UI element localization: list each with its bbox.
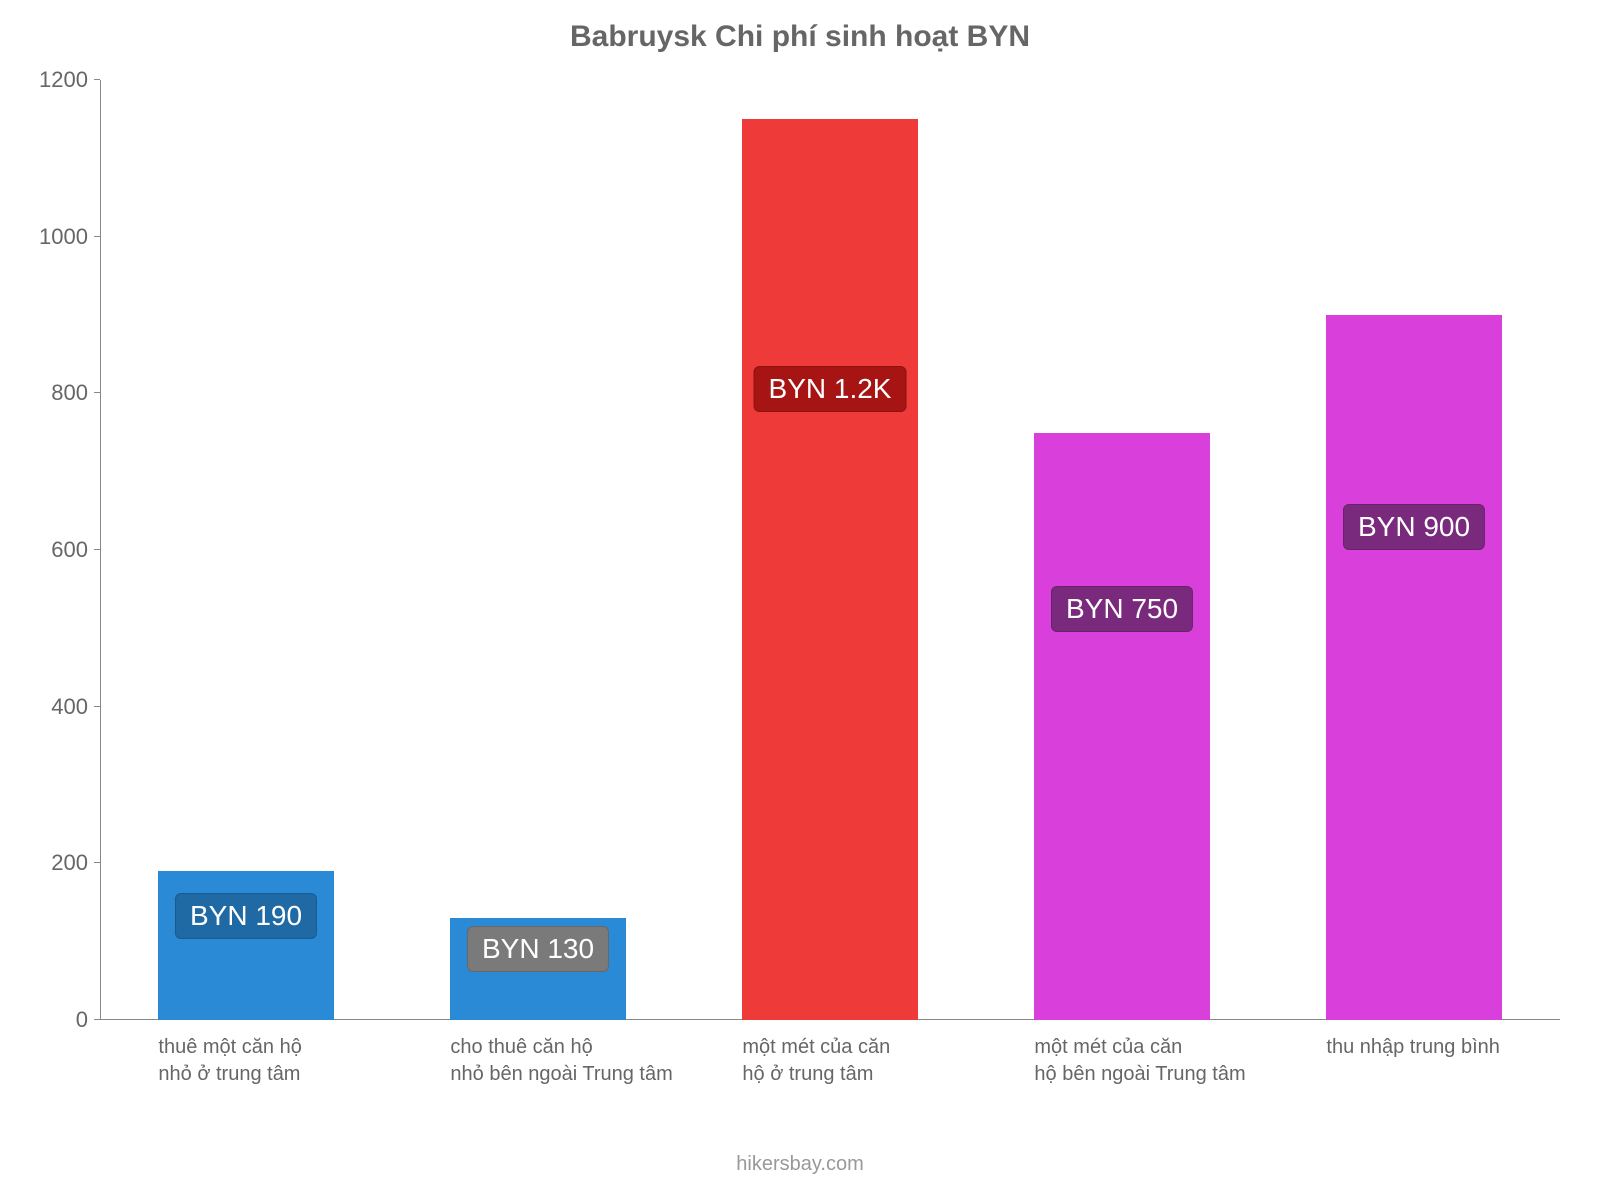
x-category-label: một mét của căn hộ bên ngoài Trung tâm — [1034, 1020, 1326, 1088]
y-axis — [100, 80, 101, 1020]
bar-value-label: BYN 1.2K — [754, 366, 907, 412]
x-category-label: thuê một căn hộ nhỏ ở trung tâm — [158, 1020, 450, 1088]
bar-value-label: BYN 190 — [175, 893, 317, 939]
bar-value-label: BYN 900 — [1343, 504, 1485, 550]
y-tick-label: 200 — [51, 850, 100, 876]
chart-title: Babruysk Chi phí sinh hoạt BYN — [40, 20, 1560, 54]
y-tick-label: 0 — [76, 1007, 100, 1033]
x-category-label: cho thuê căn hộ nhỏ bên ngoài Trung tâm — [450, 1020, 742, 1088]
bar — [1326, 315, 1501, 1020]
y-tick-label: 400 — [51, 694, 100, 720]
bar-value-label: BYN 750 — [1051, 586, 1193, 632]
bar — [1034, 433, 1209, 1021]
y-tick-label: 1000 — [39, 224, 100, 250]
plot-area: 020040060080010001200BYN 190thuê một căn… — [100, 80, 1560, 1020]
watermark: hikersbay.com — [736, 1153, 863, 1176]
x-category-label: một mét của căn hộ ở trung tâm — [742, 1020, 1034, 1088]
bar-value-label: BYN 130 — [467, 926, 609, 972]
y-tick-label: 800 — [51, 380, 100, 406]
bar — [742, 119, 917, 1020]
y-tick-label: 1200 — [39, 67, 100, 93]
x-category-label: thu nhập trung bình — [1326, 1020, 1600, 1061]
y-tick-label: 600 — [51, 537, 100, 563]
chart-container: Babruysk Chi phí sinh hoạt BYN 020040060… — [0, 0, 1600, 1200]
